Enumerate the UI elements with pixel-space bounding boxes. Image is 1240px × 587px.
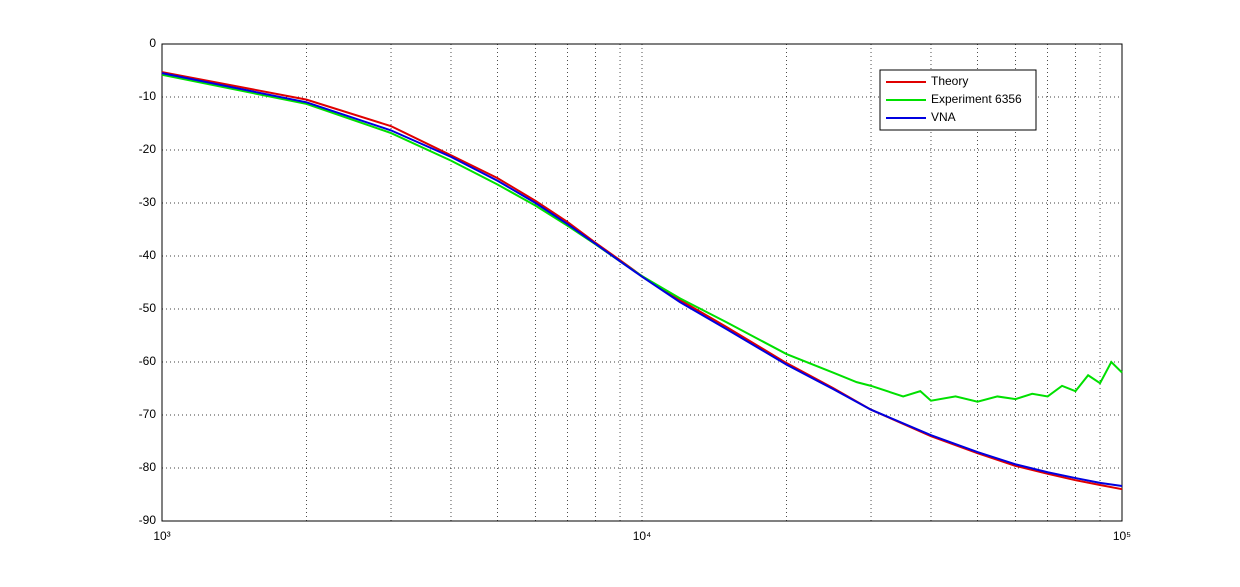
legend-label: Experiment 6356 bbox=[931, 92, 1022, 106]
x-tick-label: 10⁵ bbox=[1113, 529, 1131, 543]
legend-label: VNA bbox=[931, 110, 956, 124]
y-tick-label: -10 bbox=[139, 89, 157, 103]
y-tick-label: -50 bbox=[139, 301, 157, 315]
y-tick-label: -40 bbox=[139, 248, 157, 262]
x-tick-label: 10³ bbox=[153, 529, 170, 543]
y-tick-label: -20 bbox=[139, 142, 157, 156]
y-tick-label: -90 bbox=[139, 513, 157, 527]
series-line bbox=[161, 73, 1123, 403]
y-tick-label: -60 bbox=[139, 354, 157, 368]
plot-frame bbox=[161, 43, 1123, 522]
y-tick-label: -80 bbox=[139, 460, 157, 474]
series-line bbox=[161, 72, 1123, 488]
series-line bbox=[161, 71, 1123, 491]
x-tick-label: 10⁴ bbox=[633, 529, 652, 543]
legend-label: Theory bbox=[931, 74, 968, 88]
y-tick-label: -70 bbox=[139, 407, 157, 421]
y-tick-label: -30 bbox=[139, 195, 157, 209]
y-tick-label: 0 bbox=[149, 36, 156, 50]
